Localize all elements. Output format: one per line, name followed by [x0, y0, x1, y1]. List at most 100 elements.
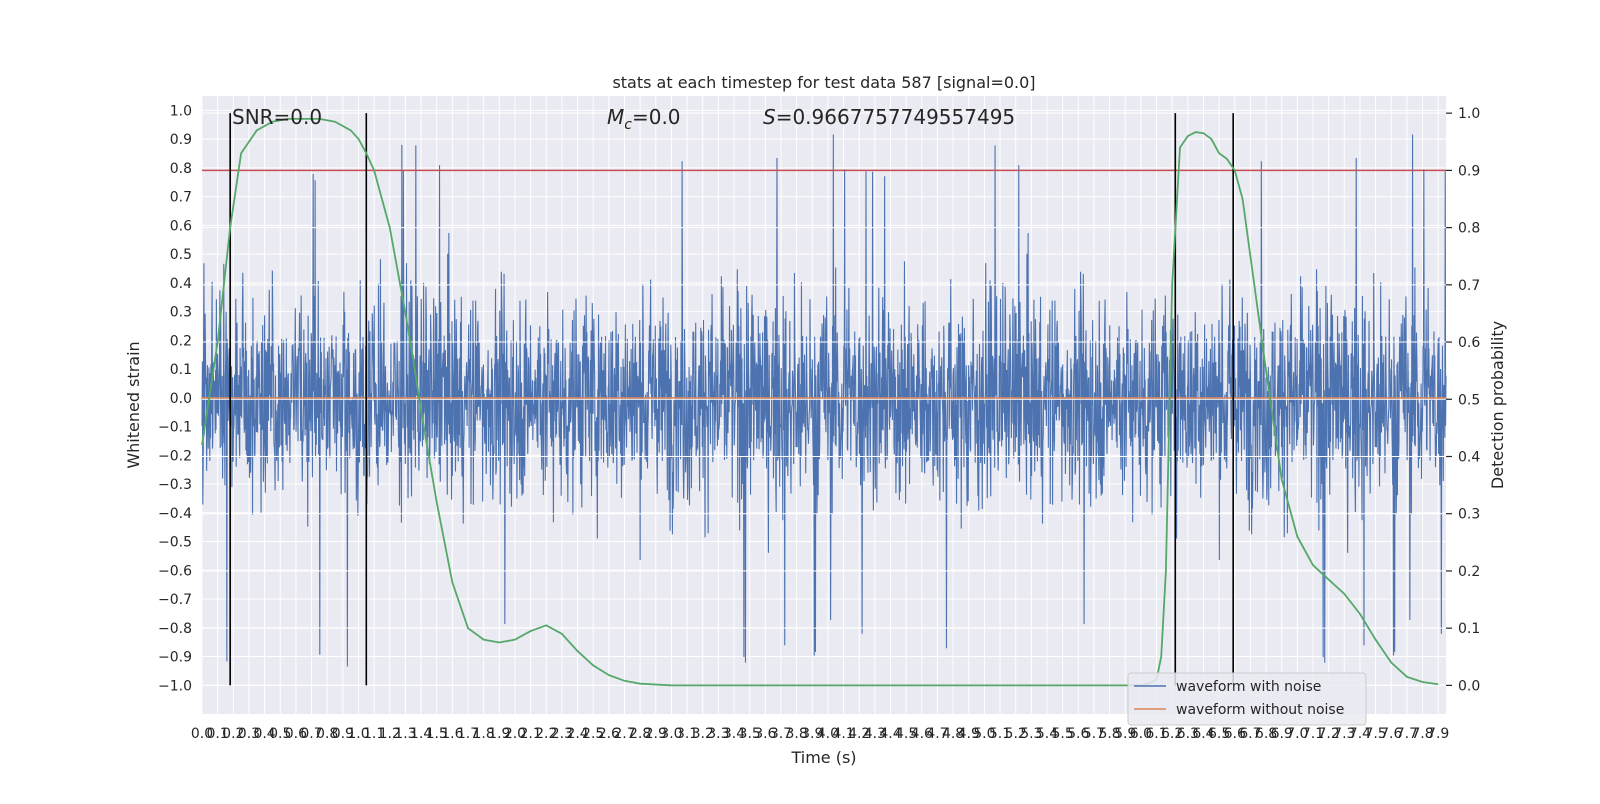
x-tick-label: 1.5	[426, 726, 448, 742]
mc-subscript: c	[624, 117, 632, 133]
y-tick-label: −0.4	[158, 506, 192, 522]
x-tick-label: 7.0	[1286, 726, 1308, 742]
x-tick-label: 0.1	[207, 726, 229, 742]
y-tick-label: 0.8	[170, 161, 192, 177]
x-axis-label: Time (s)	[790, 748, 856, 767]
x-tick-label: 1.6	[441, 726, 463, 742]
y-tick-label: −0.9	[158, 650, 192, 666]
legend-box	[1127, 672, 1367, 726]
x-tick-label: 7.6	[1380, 726, 1402, 742]
x-tick-label: 2.1	[519, 726, 541, 742]
x-tick-label: 3.4	[723, 726, 745, 742]
x-tick-label: 0.3	[238, 726, 260, 742]
y2-tick-label: 0.2	[1458, 564, 1480, 580]
x-tick-label: 4.0	[817, 726, 839, 742]
x-tick-label: 0.6	[285, 726, 307, 742]
x-tick-label: 6.7	[1239, 726, 1261, 742]
y-tick-label: −0.2	[158, 448, 192, 464]
y2-tick-label: 1.0	[1458, 106, 1480, 122]
x-tick-label: 1.4	[410, 726, 432, 742]
x-tick-label: 2.2	[535, 726, 557, 742]
x-tick-label: 5.4	[1036, 726, 1058, 742]
y2-tick-label: 0.0	[1458, 678, 1480, 694]
x-tick-label: 5.1	[989, 726, 1011, 742]
y2-tick-label: 0.4	[1458, 450, 1480, 466]
x-tick-label: 1.2	[379, 726, 401, 742]
x-tick-label: 5.0	[973, 726, 995, 742]
x-tick-label: 5.2	[1005, 726, 1027, 742]
y-tick-label: 0.0	[170, 391, 192, 407]
y2-tick-label: 0.1	[1458, 621, 1480, 637]
chart-title: stats at each timestep for test data 587…	[612, 73, 1035, 92]
x-tick-label: 6.6	[1224, 726, 1246, 742]
y-tick-label: 0.6	[170, 218, 192, 234]
x-tick-label: 5.7	[1083, 726, 1105, 742]
x-axis-ticks: 0.00.10.20.30.40.50.60.70.80.91.01.11.21…	[191, 726, 1449, 742]
x-tick-label: 7.8	[1411, 726, 1433, 742]
x-tick-label: 4.4	[879, 726, 901, 742]
y-tick-label: 0.3	[170, 305, 192, 321]
x-tick-label: 7.1	[1302, 726, 1324, 742]
x-tick-label: 4.2	[848, 726, 870, 742]
legend-label-noise: waveform with noise	[1176, 679, 1321, 695]
x-tick-label: 4.6	[911, 726, 933, 742]
x-tick-label: 2.4	[566, 726, 588, 742]
x-tick-label: 6.9	[1271, 726, 1293, 742]
x-tick-label: 7.4	[1349, 726, 1371, 742]
x-tick-label: 1.7	[457, 726, 479, 742]
y-tick-label: 1.0	[170, 103, 192, 119]
x-tick-label: 0.9	[332, 726, 354, 742]
x-tick-label: 4.1	[832, 726, 854, 742]
y-tick-label: −0.1	[158, 420, 192, 436]
x-tick-label: 3.0	[660, 726, 682, 742]
x-tick-label: 6.0	[1130, 726, 1152, 742]
y2-tick-label: 0.7	[1458, 278, 1480, 294]
x-tick-label: 1.1	[363, 726, 385, 742]
x-tick-label: 5.6	[1067, 726, 1089, 742]
y-tick-label: 0.2	[170, 333, 192, 349]
x-tick-label: 0.7	[300, 726, 322, 742]
detection-probability-line	[201, 117, 1439, 687]
y-tick-label: 0.7	[170, 190, 192, 206]
x-tick-label: 6.2	[1161, 726, 1183, 742]
x-tick-label: 1.3	[394, 726, 416, 742]
x-tick-label: 0.5	[269, 726, 291, 742]
y-tick-label: −0.3	[158, 477, 192, 493]
y-tick-label: 0.9	[170, 132, 192, 148]
y2-tick-label: 0.8	[1458, 221, 1480, 237]
y-tick-label: 0.4	[170, 276, 192, 292]
x-tick-label: 2.6	[598, 726, 620, 742]
x-tick-label: 2.7	[613, 726, 635, 742]
s-symbol: S	[763, 105, 776, 129]
x-tick-label: 3.6	[754, 726, 776, 742]
mc-annotation: Mc=0.0	[607, 105, 681, 133]
x-tick-label: 0.2	[222, 726, 244, 742]
y2-axis-label: Detection probability	[1488, 321, 1507, 489]
x-tick-label: 0.0	[191, 726, 213, 742]
mc-symbol: M	[607, 105, 624, 129]
x-tick-label: 3.2	[692, 726, 714, 742]
s-annotation: S=0.9667757749557495	[763, 105, 1015, 129]
overlay-lines	[201, 112, 1446, 687]
x-tick-label: 0.8	[316, 726, 338, 742]
y2-tick-label: 0.6	[1458, 335, 1480, 351]
x-tick-label: 6.4	[1192, 726, 1214, 742]
x-tick-label: 0.4	[253, 726, 275, 742]
x-tick-label: 1.9	[488, 726, 510, 742]
x-tick-label: 2.3	[551, 726, 573, 742]
x-tick-label: 4.5	[895, 726, 917, 742]
x-tick-label: 4.9	[958, 726, 980, 742]
y2-axis-ticks: 1.0 0.9 0.8 0.7 0.6 0.5 0.4 0.3 0.2 0.1 0.0	[1446, 106, 1480, 694]
y-axis-label: Whitened strain	[124, 341, 143, 468]
x-tick-label: 6.5	[1208, 726, 1230, 742]
x-tick-label: 6.8	[1255, 726, 1277, 742]
x-tick-label: 7.5	[1364, 726, 1386, 742]
x-tick-label: 3.1	[676, 726, 698, 742]
x-tick-label: 6.1	[1145, 726, 1167, 742]
x-tick-label: 7.7	[1396, 726, 1418, 742]
y-tick-label: −0.5	[158, 535, 192, 551]
legend-label-clean: waveform without noise	[1176, 702, 1344, 718]
x-tick-label: 3.9	[801, 726, 823, 742]
